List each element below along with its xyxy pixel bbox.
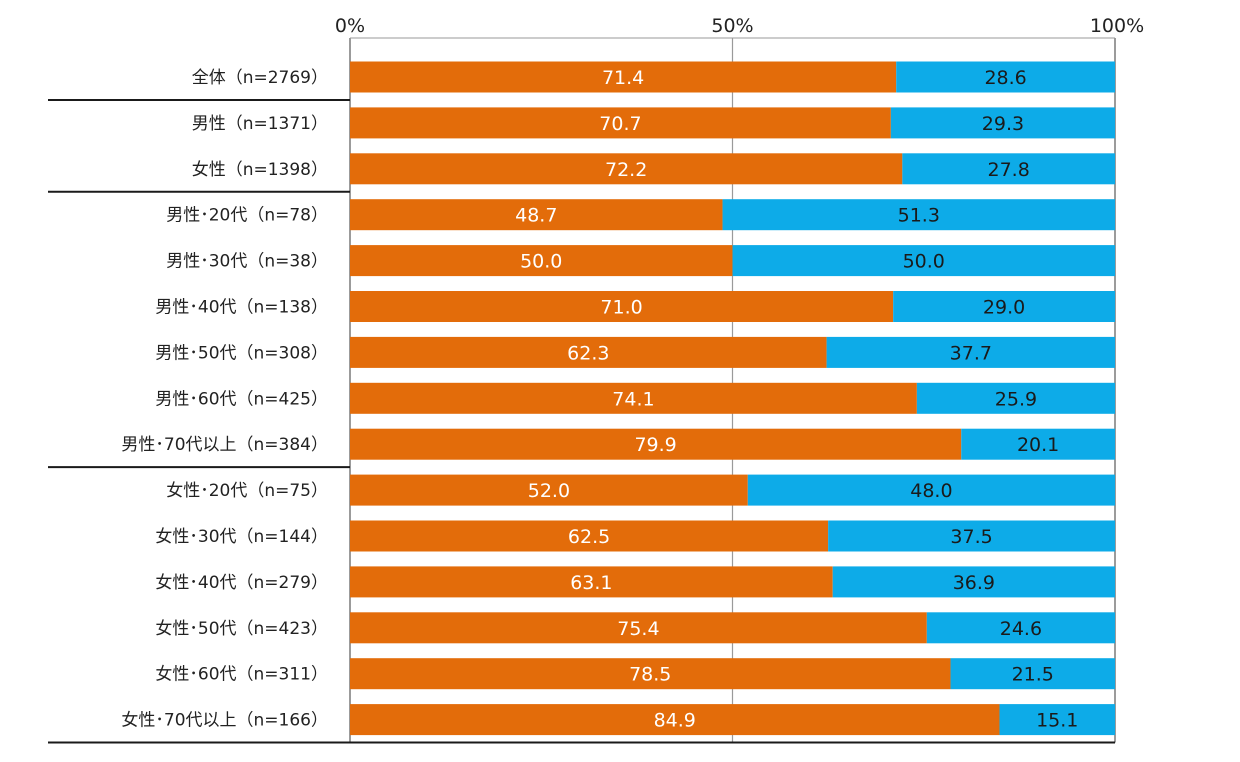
data-label-series-2: 29.0	[983, 297, 1025, 319]
bar-series-1	[350, 612, 927, 644]
data-label-series-1: 62.3	[567, 342, 609, 364]
bar-series-1	[350, 520, 829, 552]
category-label: 女性･20代（n=75）	[166, 481, 328, 501]
bar-series-2	[902, 153, 1115, 185]
category-label: 全体（n=2769）	[192, 68, 328, 88]
data-label-series-1: 72.2	[605, 159, 647, 181]
data-label-series-1: 70.7	[599, 113, 641, 135]
data-label-series-2: 29.3	[982, 113, 1024, 135]
data-label-series-2: 28.6	[984, 67, 1026, 89]
category-label: 女性（n=1398）	[192, 160, 328, 180]
data-label-series-2: 21.5	[1012, 664, 1054, 686]
x-tick-label-100: 100%	[1090, 15, 1144, 37]
x-tick-label-0: 0%	[335, 15, 365, 37]
data-label-series-2: 37.5	[950, 526, 992, 548]
data-label-series-1: 50.0	[520, 251, 562, 273]
bar-series-2	[999, 704, 1115, 736]
data-label-series-2: 50.0	[903, 251, 945, 273]
bar-series-2	[832, 566, 1115, 598]
category-label: 女性･40代（n=279）	[155, 573, 328, 593]
category-label: 男性･30代（n=38）	[166, 252, 328, 272]
bar-series-1	[350, 107, 891, 139]
data-label-series-2: 20.1	[1017, 434, 1059, 456]
category-label: 女性･70代以上（n=166）	[121, 711, 328, 731]
category-label: 男性･40代（n=138）	[155, 298, 328, 318]
bar-series-2	[893, 291, 1115, 322]
data-label-series-1: 48.7	[515, 205, 557, 227]
data-label-series-1: 71.4	[602, 67, 644, 89]
bar-series-1	[350, 658, 951, 690]
data-label-series-1: 52.0	[528, 480, 570, 502]
bar-series-2	[926, 612, 1115, 644]
data-label-series-2: 36.9	[953, 572, 995, 594]
bar-series-2	[732, 245, 1115, 277]
category-label: 男性･70代以上（n=384）	[121, 435, 328, 455]
data-label-series-1: 84.9	[654, 710, 696, 732]
bar-series-1	[350, 153, 903, 185]
bar-series-2	[747, 474, 1115, 506]
data-label-series-1: 78.5	[629, 664, 671, 686]
bar-series-2	[896, 61, 1115, 93]
bar-series-1	[350, 336, 827, 368]
bar-series-1	[350, 474, 748, 506]
category-label: 男性･50代（n=308）	[155, 343, 328, 363]
category-label: 女性･60代（n=311）	[155, 665, 328, 685]
data-label-series-2: 25.9	[995, 388, 1037, 410]
bar-series-2	[722, 199, 1115, 231]
bar-series-2	[826, 336, 1115, 368]
data-label-series-2: 24.6	[1000, 618, 1042, 640]
bar-series-1	[350, 566, 833, 598]
data-label-series-2: 15.1	[1036, 710, 1078, 732]
data-label-series-1: 62.5	[568, 526, 610, 548]
bar-series-2	[916, 382, 1115, 414]
bar-series-1	[350, 61, 897, 93]
x-tick-label-50: 50%	[711, 15, 753, 37]
data-label-series-2: 37.7	[950, 342, 992, 364]
bar-series-1	[350, 704, 1000, 736]
category-label: 女性･30代（n=144）	[155, 527, 328, 547]
bar-series-1	[350, 199, 723, 231]
data-label-series-2: 27.8	[988, 159, 1030, 181]
category-label: 男性･60代（n=425）	[155, 389, 328, 409]
bar-series-1	[350, 382, 917, 414]
bar-series-2	[828, 520, 1115, 552]
bar-series-1	[350, 428, 962, 460]
data-label-series-1: 75.4	[617, 618, 659, 640]
category-label: 男性･20代（n=78）	[166, 206, 328, 226]
bar-series-1	[350, 291, 894, 322]
bar-series-2	[890, 107, 1115, 139]
data-label-series-2: 48.0	[910, 480, 952, 502]
data-label-series-1: 79.9	[634, 434, 676, 456]
data-label-series-1: 71.0	[600, 297, 642, 319]
data-label-series-1: 63.1	[570, 572, 612, 594]
category-label: 女性･50代（n=423）	[155, 619, 328, 639]
data-label-series-1: 74.1	[612, 388, 654, 410]
bar-series-2	[950, 658, 1115, 690]
data-label-series-2: 51.3	[898, 205, 940, 227]
category-label: 男性（n=1371）	[192, 114, 328, 134]
bar-series-2	[961, 428, 1115, 460]
bar-series-1	[350, 245, 733, 277]
